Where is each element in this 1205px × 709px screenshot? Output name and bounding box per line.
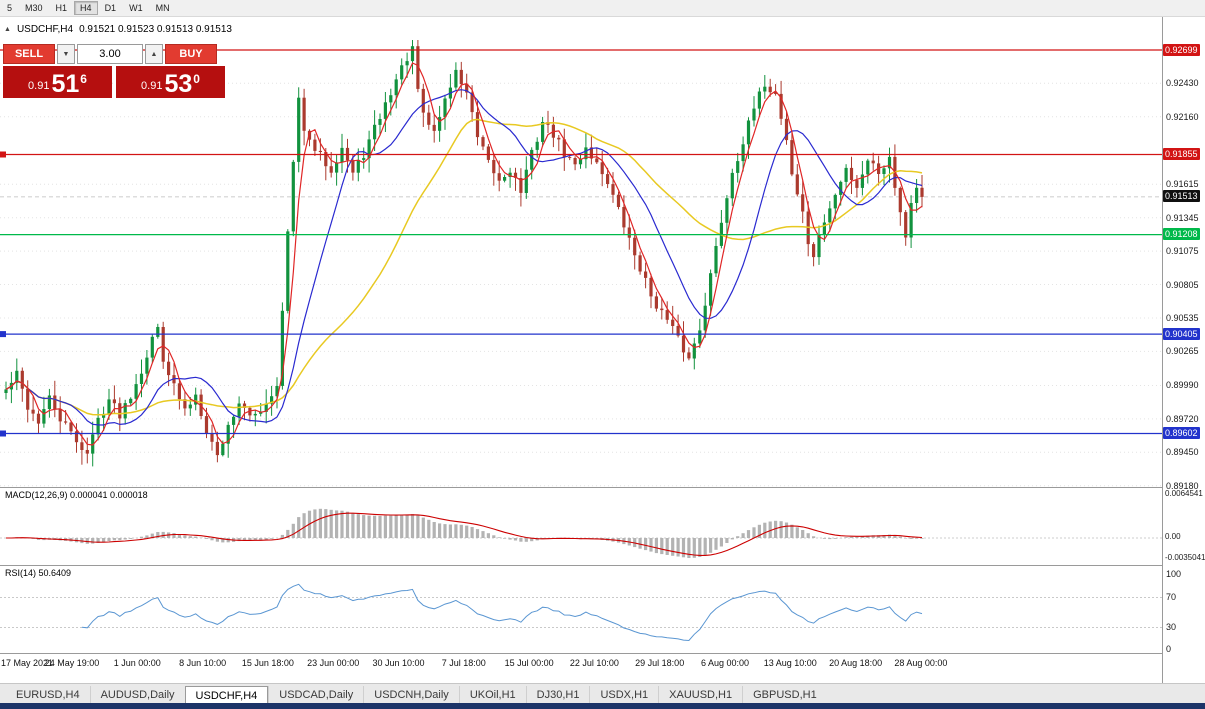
- time-axis-label: 22 Jul 10:00: [569, 658, 619, 668]
- rsi-axis-label: 0: [1166, 644, 1172, 654]
- MA-medium-line: [5, 89, 923, 426]
- sell-button[interactable]: SELL: [3, 44, 55, 64]
- buy-price-prefix: 0.91: [141, 80, 163, 92]
- price-axis[interactable]: 0.92430 0.92160 0.91615 0.91345 0.91075 0.908…: [1162, 17, 1205, 683]
- timeframe-button-D1[interactable]: D1: [104, 3, 117, 13]
- timeframe-button-MN[interactable]: MN: [155, 3, 170, 13]
- time-axis-label: 6 Aug 00:00: [700, 658, 750, 668]
- chart-tab-usdx-h1[interactable]: USDX,H1: [589, 686, 658, 703]
- price-axis-tick: 0.89180: [1166, 480, 1199, 491]
- timeframe-toolbar: 5 M30 H1 H4 D1 W1 MN: [0, 0, 1205, 17]
- time-axis-label: 23 Jun 00:00: [307, 658, 360, 668]
- lot-increase-button[interactable]: ▲: [145, 44, 163, 64]
- sell-price-main: 51: [51, 70, 80, 98]
- level-price-tag: 0.92699: [1163, 43, 1200, 56]
- chart-marker-icon: ▲: [4, 26, 11, 33]
- price-axis-tick: 0.92160: [1166, 111, 1199, 122]
- MA-slow-line: [5, 118, 923, 416]
- price-axis-tick: 0.91345: [1166, 212, 1199, 223]
- level-line-handle[interactable]: [0, 430, 6, 437]
- time-axis-label: 30 Jun 10:00: [372, 658, 425, 668]
- chart-tab-ukoil-h1[interactable]: UKOil,H1: [458, 686, 526, 703]
- chart-window: ▲ USDCHF,H4 0.91521 0.91523 0.91513 0.91…: [0, 17, 1205, 683]
- rsi-axis-label: 70: [1166, 591, 1177, 602]
- time-axis-label: 28 Aug 00:00: [894, 658, 948, 668]
- current-price-tag: 0.91513: [1163, 190, 1200, 203]
- sell-price-display[interactable]: 0.91 51 6: [3, 66, 112, 98]
- chart-tab-bar: EURUSD,H4 AUDUSD,Daily USDCHF,H4 USDCAD,Dai…: [0, 683, 1205, 703]
- time-axis-label: 13 Aug 10:00: [763, 658, 817, 668]
- lot-size-input[interactable]: [77, 44, 143, 64]
- status-strip: [0, 703, 1205, 709]
- chart-tab-eurusd-h4[interactable]: EURUSD,H4: [16, 689, 80, 701]
- price-axis-tick: 0.89720: [1166, 413, 1199, 424]
- price-axis-tick: 0.89450: [1166, 447, 1199, 458]
- buy-button[interactable]: BUY: [165, 44, 217, 64]
- time-axis-label: 17 May 2021: [1, 658, 54, 668]
- time-axis-label: 20 Aug 18:00: [829, 658, 883, 668]
- rsi-axis-label: 30: [1166, 621, 1177, 632]
- level-price-tag: 0.91208: [1163, 228, 1200, 241]
- level-line-handle[interactable]: [0, 331, 6, 338]
- price-axis-tick: 0.89990: [1166, 380, 1199, 391]
- chart-tab-usdcad-daily[interactable]: USDCAD,Daily: [268, 686, 363, 703]
- sell-price-pip: 6: [80, 72, 87, 86]
- macd-axis-label: 0.00: [1165, 532, 1181, 541]
- chart-tab-gbpusd-h1[interactable]: GBPUSD,H1: [742, 686, 827, 703]
- chart-symbol-label: USDCHF,H4: [16, 24, 74, 35]
- time-axis-label: 1 Jun 00:00: [113, 658, 161, 668]
- buy-price-display[interactable]: 0.91 53 0: [116, 66, 225, 98]
- one-click-trading-panel: SELL ▼ ▲ BUY 0.91 51 6 0.91 53 0: [3, 44, 227, 98]
- time-axis-label: 15 Jun 18:00: [241, 658, 294, 668]
- price-axis-tick: 0.92430: [1166, 78, 1199, 89]
- price-chart-area[interactable]: ▲ USDCHF,H4 0.91521 0.91523 0.91513 0.91…: [0, 17, 1162, 683]
- chart-tab-audusd-daily[interactable]: AUDUSD,Daily: [89, 686, 185, 703]
- lot-decrease-button[interactable]: ▼: [57, 44, 75, 64]
- time-axis[interactable]: 17 May 2021 24 May 19:00 1 Jun 00:00 8 Jun …: [0, 656, 1162, 672]
- timeframe-button-H1[interactable]: H1: [55, 3, 68, 13]
- price-axis-tick: 0.90805: [1166, 279, 1199, 290]
- timeframe-button-5[interactable]: 5: [7, 3, 13, 13]
- time-axis-label: 15 Jul 00:00: [504, 658, 554, 668]
- time-axis-label: 8 Jun 10:00: [179, 658, 227, 668]
- sell-price-prefix: 0.91: [28, 80, 50, 92]
- price-axis-tick: 0.90535: [1166, 312, 1199, 323]
- timeframe-button-H4[interactable]: H4: [74, 1, 98, 15]
- macd-indicator-label: MACD(12,26,9) 0.000041 0.000018: [5, 490, 148, 500]
- price-axis-tick: 0.90265: [1166, 346, 1199, 357]
- level-price-tag: 0.89602: [1163, 427, 1200, 439]
- buy-price-pip: 0: [193, 72, 200, 86]
- time-axis-label: 7 Jul 18:00: [441, 658, 486, 668]
- rsi-axis-label: 100: [1166, 569, 1182, 579]
- chart-tab-xauusd-h1[interactable]: XAUUSD,H1: [658, 686, 742, 703]
- chart-ohlc-values: 0.91521 0.91523 0.91513 0.91513: [79, 24, 232, 35]
- rsi-indicator-label: RSI(14) 50.6409: [5, 568, 72, 578]
- chart-ohlc-header: ▲ USDCHF,H4 0.91521 0.91523 0.91513 0.91…: [4, 24, 232, 35]
- macd-signal-line: [6, 512, 923, 556]
- MA-fast-line: [5, 62, 923, 446]
- macd-indicator-canvas[interactable]: [0, 487, 1162, 565]
- macd-axis-label: -0.0035041: [1165, 553, 1205, 562]
- price-chart-canvas[interactable]: [0, 40, 1162, 487]
- level-price-tag: 0.91855: [1163, 148, 1200, 161]
- chart-tab-usdchf-h4[interactable]: USDCHF,H4: [184, 686, 269, 703]
- rsi-line: [81, 583, 923, 642]
- price-axis-tick: 0.91615: [1166, 179, 1199, 190]
- time-axis-label: 24 May 19:00: [44, 658, 100, 668]
- chart-tab-dj30-h1[interactable]: DJ30,H1: [525, 686, 590, 703]
- timeframe-button-W1[interactable]: W1: [129, 3, 143, 13]
- level-line-handle[interactable]: [0, 151, 6, 158]
- time-axis-label: 29 Jul 18:00: [635, 658, 685, 668]
- level-price-tag: 0.90405: [1163, 327, 1200, 340]
- buy-price-main: 53: [164, 70, 193, 98]
- timeframe-button-M30[interactable]: M30: [25, 3, 43, 13]
- chart-tab-usdcnh-daily[interactable]: USDCNH,Daily: [363, 686, 459, 703]
- macd-axis-label: 0.0064541: [1165, 489, 1203, 498]
- rsi-indicator-canvas[interactable]: [0, 565, 1162, 654]
- price-axis-tick: 0.91075: [1166, 246, 1199, 257]
